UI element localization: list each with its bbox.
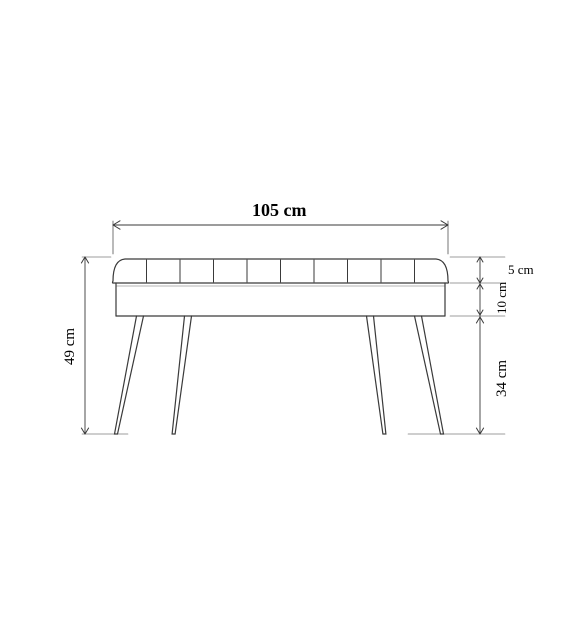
- dim-width-label: 105 cm: [252, 200, 306, 221]
- dim-cushion-height-label: 5 cm: [508, 262, 534, 278]
- dim-leg-height-label: 34 cm: [494, 360, 511, 397]
- dim-frame-height-label: 10 cm: [494, 282, 510, 314]
- dim-total-height-label: 49 cm: [62, 328, 79, 365]
